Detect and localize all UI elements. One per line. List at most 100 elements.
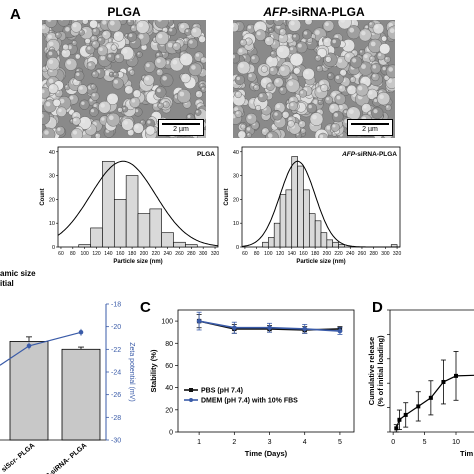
x-tick-label: 300 bbox=[381, 251, 390, 257]
sem-particle bbox=[322, 20, 335, 32]
sem-particle-highlight bbox=[42, 25, 45, 30]
x-tick-label: 160 bbox=[299, 251, 308, 257]
sem-particle-highlight bbox=[387, 78, 393, 83]
sem-particle bbox=[276, 44, 291, 59]
sem-particle-highlight bbox=[81, 47, 86, 52]
zeta-point bbox=[78, 330, 84, 335]
sem-particle-highlight bbox=[312, 114, 317, 120]
sem-particle bbox=[338, 84, 346, 93]
sem-particle-highlight bbox=[118, 108, 121, 110]
sem-particle-highlight bbox=[336, 75, 340, 80]
y-tick-label: 20 bbox=[233, 197, 239, 203]
sem-particle-highlight bbox=[275, 20, 279, 22]
sem-particle-highlight bbox=[236, 111, 239, 115]
sem-particle bbox=[234, 74, 245, 86]
panel-letter-a: A bbox=[10, 6, 21, 23]
sem-particle-highlight bbox=[145, 76, 149, 81]
series-point bbox=[196, 318, 202, 324]
sem-particle-highlight bbox=[65, 27, 70, 32]
sem-particle-highlight bbox=[355, 73, 360, 79]
sem-particle-highlight bbox=[91, 36, 95, 39]
sem-particle bbox=[89, 20, 98, 29]
sem-particle-highlight bbox=[187, 115, 191, 118]
sem-particle bbox=[114, 53, 125, 63]
sem-particle-highlight bbox=[54, 100, 57, 103]
sem-particle-highlight bbox=[254, 85, 257, 88]
y-tick-label: 40 bbox=[49, 150, 55, 156]
sem-particle bbox=[113, 30, 125, 42]
sem-particle-highlight bbox=[346, 53, 350, 58]
sem-particle-highlight bbox=[328, 73, 331, 77]
histogram-bar bbox=[314, 220, 322, 248]
sem-particle-highlight bbox=[44, 130, 49, 135]
sem-particle-highlight bbox=[126, 87, 129, 91]
sem-particle-highlight bbox=[79, 30, 82, 33]
sem-particle-highlight bbox=[201, 87, 204, 90]
sem-particle bbox=[268, 27, 274, 33]
sem-particle bbox=[287, 120, 295, 128]
histogram-plga: 60 80 100 120 140 160 180 200 220 240 260 280 300 320… bbox=[40, 146, 219, 265]
sem-particle-highlight bbox=[274, 112, 278, 116]
sem-particle-highlight bbox=[318, 49, 323, 54]
sem-particle bbox=[295, 41, 308, 54]
sem-particle bbox=[314, 54, 322, 62]
sem-particle-highlight bbox=[47, 34, 52, 39]
sem-particle-highlight bbox=[236, 92, 239, 95]
sem-right-title-rest: -siRNA-PLGA bbox=[287, 5, 365, 19]
sem-particle-highlight bbox=[122, 48, 128, 54]
sem-particle bbox=[71, 40, 78, 46]
sem-particle bbox=[98, 100, 111, 114]
sem-particle bbox=[278, 86, 288, 95]
sem-particle bbox=[154, 56, 167, 69]
sem-particle-highlight bbox=[276, 104, 280, 109]
sem-particle-highlight bbox=[73, 20, 78, 22]
histogram-title-rest: -siRNA-PLGA bbox=[355, 151, 397, 158]
histogram-bar bbox=[161, 232, 174, 248]
sem-particle-highlight bbox=[241, 40, 244, 43]
sem-particle-highlight bbox=[247, 115, 252, 119]
sem-particle bbox=[91, 27, 100, 36]
sem-particle bbox=[56, 106, 67, 118]
sem-particle-highlight bbox=[349, 109, 354, 114]
sem-particle-highlight bbox=[76, 54, 78, 57]
x-tick-label: 140 bbox=[104, 251, 113, 257]
sem-particle-highlight bbox=[192, 28, 197, 33]
sem-particle bbox=[143, 74, 155, 86]
histogram-title: PLGA bbox=[197, 151, 215, 158]
sem-particle bbox=[84, 38, 91, 45]
y-tick-label: 0 bbox=[169, 430, 173, 437]
sem-particle-highlight bbox=[334, 35, 339, 39]
sem-particle-highlight bbox=[370, 41, 376, 47]
sem-particle-highlight bbox=[93, 104, 97, 108]
sem-particle bbox=[287, 20, 301, 32]
x-tick-label: 120 bbox=[276, 251, 285, 257]
histogram-bar bbox=[303, 189, 310, 248]
sem-particle-highlight bbox=[233, 54, 235, 59]
sem-particle-highlight bbox=[163, 28, 166, 31]
sem-particle bbox=[46, 57, 60, 71]
x-tick-label: 4 bbox=[303, 439, 307, 446]
sem-particle bbox=[157, 102, 164, 109]
sem-particle bbox=[90, 83, 97, 90]
sem-particle-highlight bbox=[142, 45, 145, 48]
y-axis-label: Cumulative release(% of initial loading) bbox=[368, 335, 385, 407]
sem-particle-highlight bbox=[196, 110, 199, 113]
sem-particle-highlight bbox=[360, 50, 363, 53]
sem-particle bbox=[288, 101, 298, 111]
category-label-rest: -siRNA- PLGA bbox=[48, 442, 89, 474]
x-tick-label: 180 bbox=[311, 251, 320, 257]
sem-particle-highlight bbox=[163, 102, 167, 105]
sem-particle bbox=[260, 65, 268, 73]
sem-particle-highlight bbox=[382, 66, 386, 71]
y-tick-label: 0 bbox=[236, 245, 239, 251]
sem-particle-highlight bbox=[147, 127, 151, 131]
sem-particle-highlight bbox=[123, 107, 126, 110]
category-label: AFP-siRNA- PLGA bbox=[36, 442, 88, 474]
panel-b-fragment-line2: itial bbox=[0, 279, 14, 288]
sem-particle bbox=[266, 82, 275, 91]
sem-particle-highlight bbox=[374, 25, 379, 29]
sem-particle-highlight bbox=[330, 105, 335, 109]
sem-particle-highlight bbox=[316, 87, 322, 93]
sem-particle-highlight bbox=[319, 81, 324, 86]
sem-particle bbox=[302, 29, 313, 40]
